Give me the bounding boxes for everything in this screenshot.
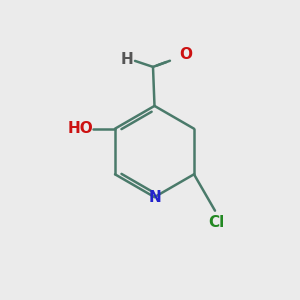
- Text: Cl: Cl: [208, 215, 225, 230]
- Text: N: N: [148, 190, 161, 205]
- Text: HO: HO: [68, 121, 93, 136]
- Text: O: O: [179, 47, 193, 62]
- Text: H: H: [121, 52, 134, 67]
